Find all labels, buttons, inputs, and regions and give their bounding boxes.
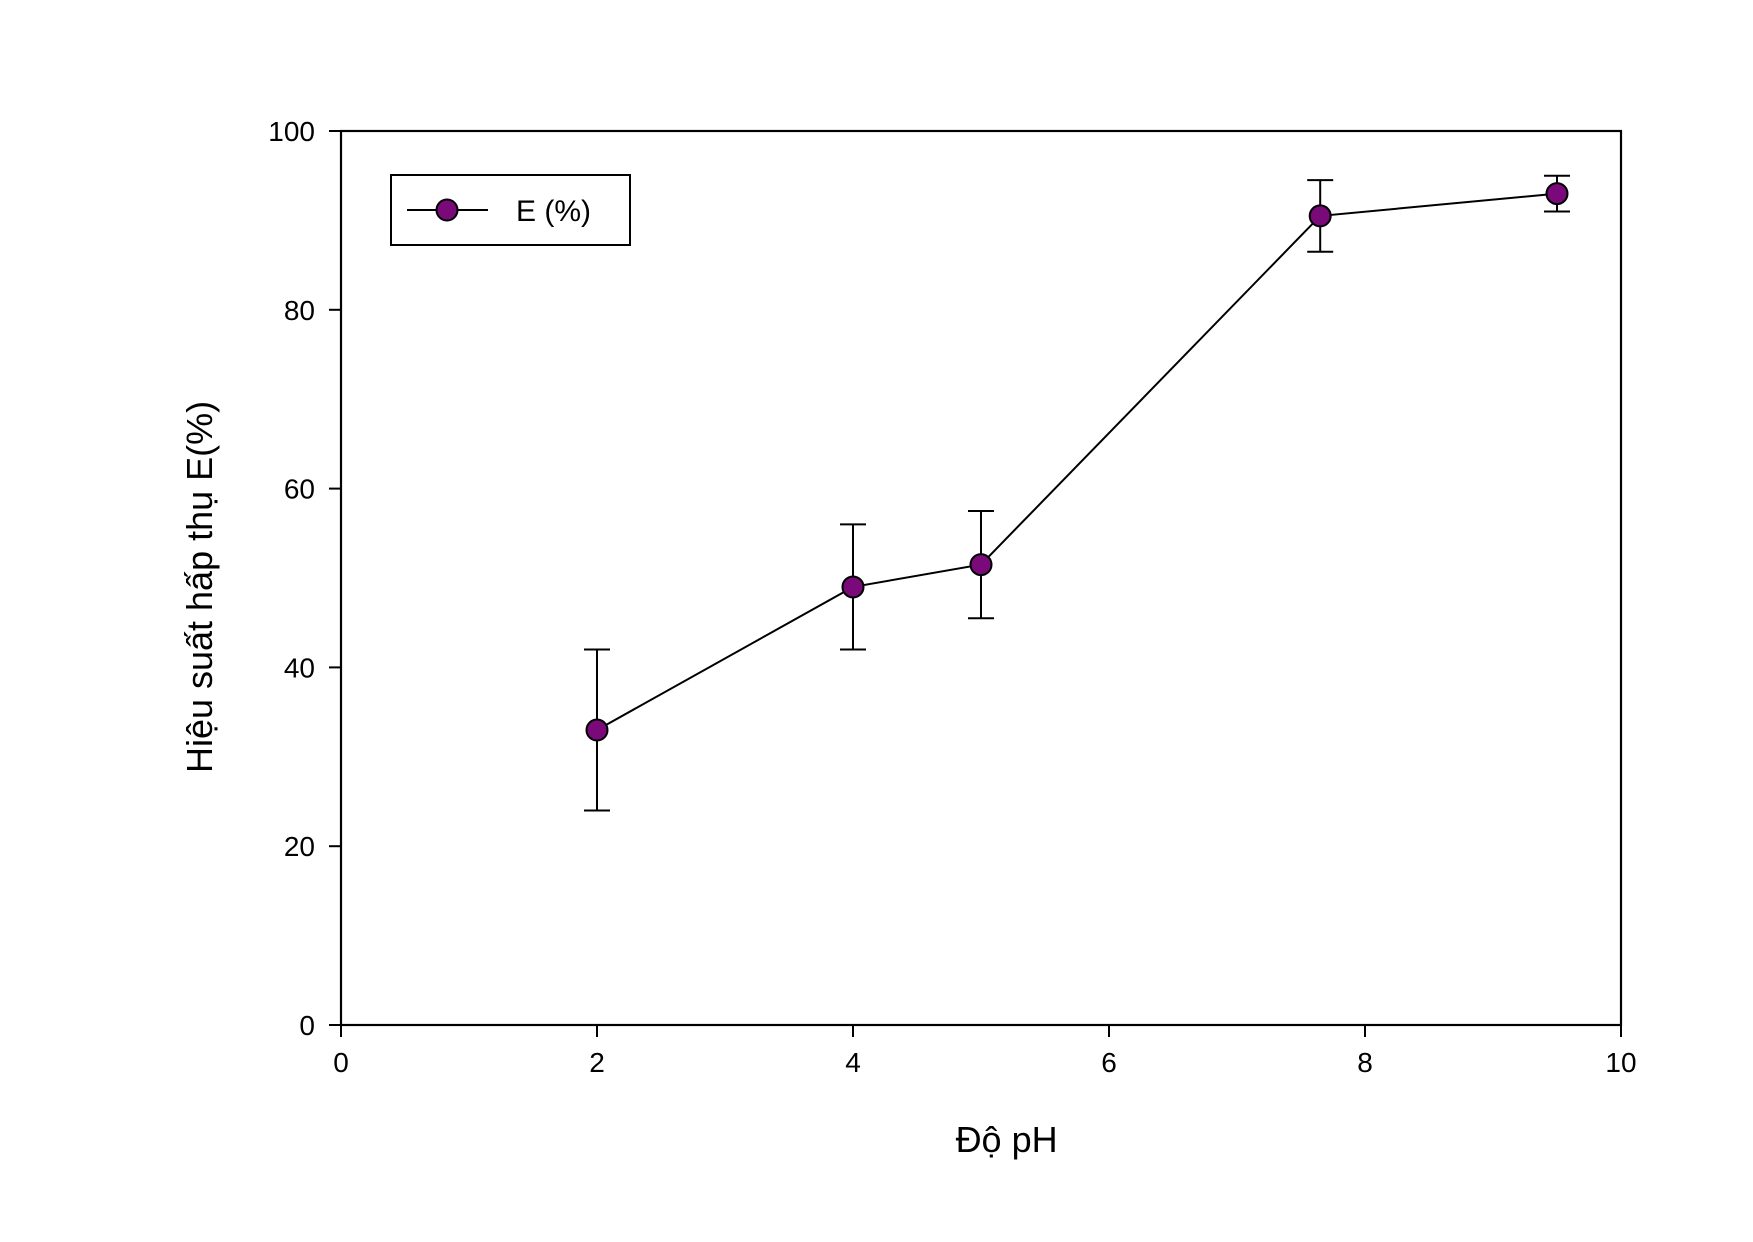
- y-axis-title: Hiệu suất hấp thụ E(%): [179, 401, 220, 773]
- series-group: [584, 174, 1570, 812]
- x-tick-label: 2: [589, 1047, 605, 1078]
- plot-frame-group: [339, 129, 1623, 1027]
- legend-label: E (%): [516, 195, 591, 228]
- x-tick-label: 4: [845, 1047, 861, 1078]
- y-tick-label: 20: [284, 831, 315, 862]
- y-tick-label: 100: [268, 116, 315, 147]
- data-point: [585, 718, 609, 742]
- data-point: [841, 575, 865, 599]
- y-tick-label: 60: [284, 474, 315, 505]
- legend: E (%): [390, 174, 631, 246]
- data-point: [969, 553, 993, 577]
- x-tick-label: 10: [1605, 1047, 1636, 1078]
- y-tick-label: 80: [284, 295, 315, 326]
- x-tick-label: 0: [333, 1047, 349, 1078]
- y-tick-label: 0: [299, 1010, 315, 1041]
- x-axis-title: Độ pH: [956, 1119, 1058, 1160]
- data-point: [1545, 182, 1569, 206]
- legend-marker: [435, 198, 459, 222]
- data-point: [1308, 204, 1332, 228]
- plot-frame: [339, 129, 1623, 1027]
- x-tick-label: 8: [1357, 1047, 1373, 1078]
- series-line: [596, 192, 1558, 731]
- x-tick-label: 6: [1101, 1047, 1117, 1078]
- y-tick-label: 40: [284, 652, 315, 683]
